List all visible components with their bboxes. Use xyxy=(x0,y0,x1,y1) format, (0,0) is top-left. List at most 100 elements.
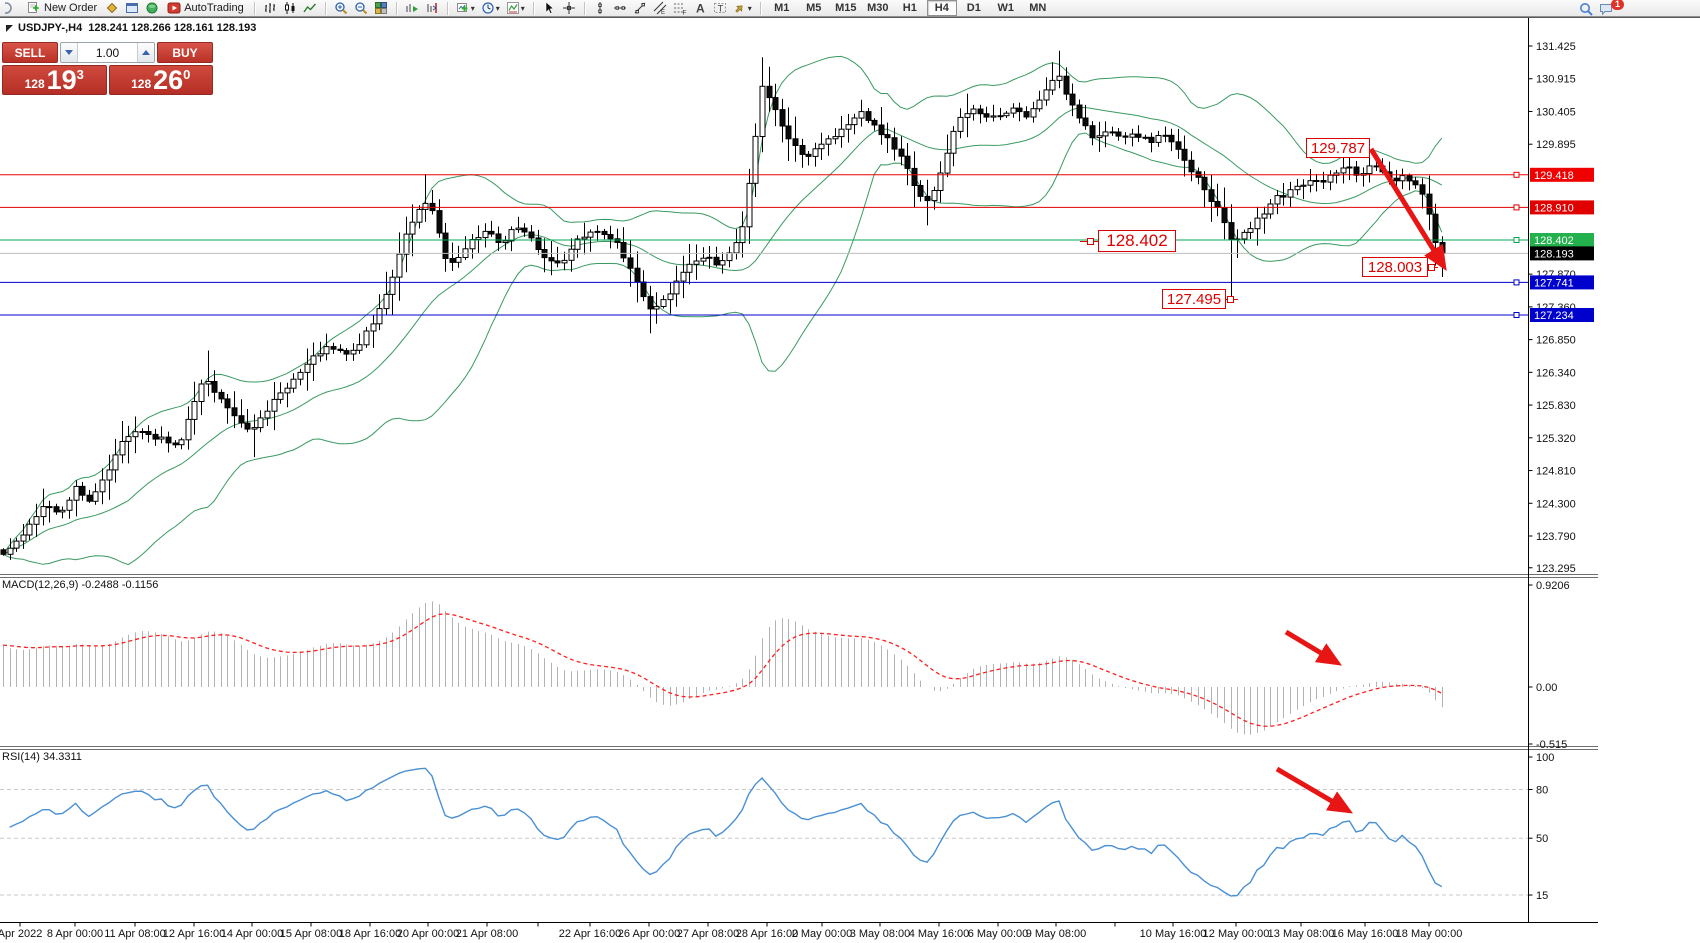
new-order-button[interactable]: New Order xyxy=(23,1,101,16)
auto-scroll-icon[interactable] xyxy=(403,1,421,16)
bull-candle xyxy=(937,172,944,191)
ohlc-values: 128.241 128.266 128.161 128.193 xyxy=(88,22,257,34)
autotrading-button[interactable]: AutoTrading xyxy=(163,1,248,16)
volume-value[interactable]: 1.00 xyxy=(95,45,120,60)
bear-candle xyxy=(1393,177,1400,182)
timeframe-M5[interactable]: M5 xyxy=(806,2,822,14)
bull-candle xyxy=(1010,107,1017,114)
bull-candle xyxy=(693,260,700,265)
line-handle[interactable] xyxy=(1513,204,1520,211)
bear-candle xyxy=(1320,180,1327,183)
chart-shift-icon[interactable] xyxy=(423,1,441,16)
bull-candle xyxy=(759,85,766,138)
equidistant-channel-icon[interactable]: E xyxy=(651,1,669,16)
line-chart-icon[interactable] xyxy=(301,1,319,16)
price-badge-label: 129.418 xyxy=(1534,170,1574,182)
bull-candle xyxy=(323,346,330,355)
volume-increase-button[interactable] xyxy=(137,43,154,62)
toolbar-separator xyxy=(530,1,537,16)
bear-candle xyxy=(1135,133,1142,138)
search-icon[interactable] xyxy=(1577,1,1595,16)
sell-button[interactable]: SELL xyxy=(2,42,58,63)
line-handle[interactable] xyxy=(1513,237,1520,243)
indicators-icon[interactable]: ▾ xyxy=(504,1,527,16)
dropdown-arrow-icon[interactable]: ▾ xyxy=(470,3,475,13)
fibonacci-icon[interactable]: F xyxy=(671,1,689,16)
bull-candle xyxy=(350,349,357,355)
trend-arrow[interactable] xyxy=(1368,147,1447,271)
vertical-line-icon[interactable] xyxy=(591,1,609,16)
timeframe-MN[interactable]: MN xyxy=(1029,2,1047,14)
time-tick-label: 10 May 16:00 xyxy=(1140,928,1207,940)
timeframe-M15[interactable]: M15 xyxy=(835,2,857,14)
bear-candle xyxy=(449,258,456,263)
trend-arrow[interactable] xyxy=(1275,766,1354,814)
line-handle[interactable] xyxy=(1513,171,1520,178)
cursor-icon[interactable] xyxy=(540,1,558,16)
new-order-button-label: New Order xyxy=(44,2,98,14)
bear-candle xyxy=(521,227,528,233)
navigator-icon[interactable] xyxy=(143,1,161,16)
buy-button[interactable]: BUY xyxy=(157,42,213,63)
timeframe-M1[interactable]: M1 xyxy=(774,2,790,14)
arrows-icon[interactable]: ▾ xyxy=(731,1,754,16)
window-corner-icon[interactable] xyxy=(3,1,21,16)
price-annotation[interactable]: 127.495 xyxy=(1162,289,1226,309)
bear-candle xyxy=(436,210,443,234)
sell-price[interactable]: 128 19 3 xyxy=(2,65,107,95)
price-annotation[interactable]: 128.003 xyxy=(1362,257,1428,277)
timeframe-M30[interactable]: M30 xyxy=(867,2,889,14)
bear-candle xyxy=(620,242,627,259)
bull-candle xyxy=(59,509,66,513)
bull-candle xyxy=(416,208,423,223)
buy-price[interactable]: 128 26 0 xyxy=(108,65,213,95)
volume-stepper[interactable]: 1.00 xyxy=(60,42,155,63)
timeframe-D1[interactable]: D1 xyxy=(966,2,981,14)
price-annotation[interactable]: 128.402 xyxy=(1098,230,1176,252)
bear-candle xyxy=(218,391,225,400)
charts-window-icon[interactable] xyxy=(123,1,141,16)
time-tick-label: 16 May 16:00 xyxy=(1332,928,1399,940)
toolbar-separator xyxy=(757,1,764,16)
time-tick-label: 14 Apr 00:00 xyxy=(221,928,283,940)
dropdown-arrow-icon[interactable]: ▾ xyxy=(747,3,752,13)
horizontal-line-icon[interactable] xyxy=(611,1,629,16)
svg-text:A: A xyxy=(696,2,705,16)
bar-chart-icon[interactable] xyxy=(261,1,279,16)
time-tick-label: 6 May 00:00 xyxy=(968,928,1029,940)
tile-windows-icon[interactable] xyxy=(372,1,390,16)
volume-decrease-button[interactable] xyxy=(61,43,78,62)
trend-arrow[interactable] xyxy=(1284,629,1343,666)
line-handle[interactable] xyxy=(1513,312,1520,318)
text-label-icon[interactable]: T xyxy=(711,1,729,16)
crosshair-icon[interactable] xyxy=(560,1,578,16)
zoom-out-icon[interactable] xyxy=(352,1,370,16)
bear-candle xyxy=(601,230,608,235)
line-handle[interactable] xyxy=(1513,279,1520,286)
timeframe-H4[interactable]: H4 xyxy=(926,0,957,16)
price-annotation[interactable]: 129.787 xyxy=(1306,138,1370,158)
candlestick-chart-icon[interactable] xyxy=(281,1,299,16)
new-chart-icon[interactable]: ▾ xyxy=(454,1,477,16)
chat-icon[interactable]: 1 xyxy=(1597,0,1624,16)
zoom-in-icon[interactable] xyxy=(332,1,350,16)
bull-candle xyxy=(653,306,660,310)
text-icon[interactable]: A xyxy=(691,1,709,16)
bear-candle xyxy=(1023,111,1030,118)
dropdown-arrow-icon[interactable]: ▾ xyxy=(495,3,500,13)
timeframe-H1[interactable]: H1 xyxy=(902,2,917,14)
bear-candle xyxy=(911,167,918,186)
metaeditor-icon[interactable] xyxy=(103,1,121,16)
dropdown-arrow-icon[interactable]: ▾ xyxy=(520,3,525,13)
bull-candle xyxy=(726,252,733,262)
bull-candle xyxy=(251,427,258,430)
trendline-icon[interactable] xyxy=(631,1,649,16)
bear-candle xyxy=(231,407,238,417)
price-tick-label: 125.320 xyxy=(1536,433,1576,445)
bear-candle xyxy=(238,415,245,424)
timeframe-W1[interactable]: W1 xyxy=(997,2,1015,14)
period-icon[interactable]: ▾ xyxy=(479,1,502,16)
bull-candle xyxy=(13,540,20,549)
time-tick-label: 22 Apr 16:00 xyxy=(559,928,621,940)
